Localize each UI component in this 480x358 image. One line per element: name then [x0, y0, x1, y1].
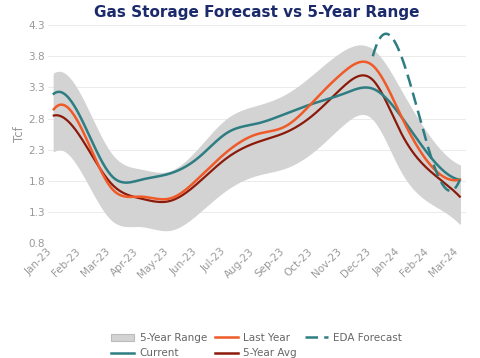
Y-axis label: Tcf: Tcf	[13, 126, 26, 142]
Legend: 5-Year Range, Current, Last Year, 5-Year Avg, EDA Forecast: 5-Year Range, Current, Last Year, 5-Year…	[111, 333, 402, 358]
Title: Gas Storage Forecast vs 5-Year Range: Gas Storage Forecast vs 5-Year Range	[94, 5, 420, 20]
